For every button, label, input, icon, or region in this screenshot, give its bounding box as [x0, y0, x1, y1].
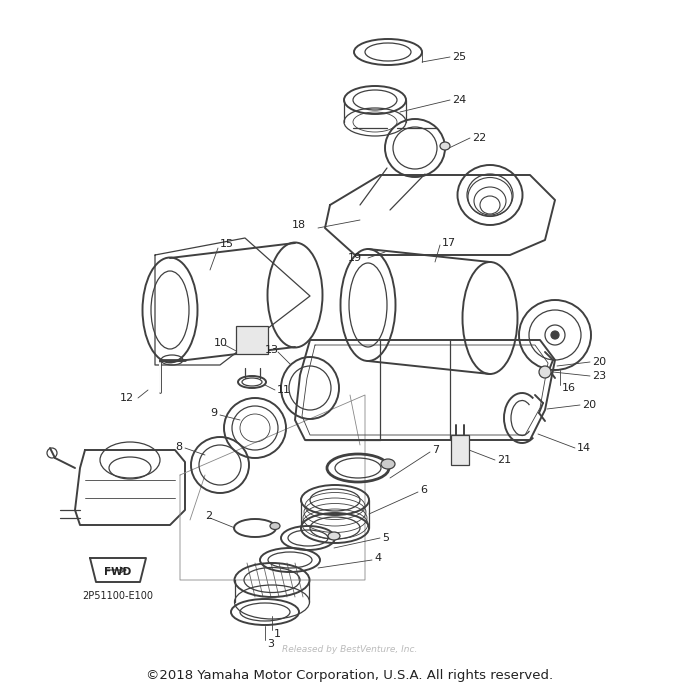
Text: 6: 6 — [420, 485, 427, 495]
Text: 19: 19 — [348, 253, 362, 263]
Text: 16: 16 — [562, 383, 576, 393]
Text: 15: 15 — [220, 239, 234, 249]
Ellipse shape — [328, 532, 340, 540]
Text: 11: 11 — [277, 385, 291, 395]
Text: 9: 9 — [210, 408, 217, 418]
Text: 1: 1 — [274, 629, 281, 639]
Text: 20: 20 — [582, 400, 596, 410]
Text: FWD: FWD — [104, 567, 132, 577]
Text: 20: 20 — [592, 357, 606, 367]
Circle shape — [551, 331, 559, 339]
Ellipse shape — [381, 459, 395, 469]
Bar — [236, 326, 268, 354]
Text: 3: 3 — [267, 639, 274, 649]
Text: 7: 7 — [432, 445, 439, 455]
Text: 14: 14 — [577, 443, 591, 453]
Text: 23: 23 — [592, 371, 606, 381]
Text: 8: 8 — [175, 442, 182, 452]
Text: 5: 5 — [382, 533, 389, 543]
Text: ©2018 Yamaha Motor Corporation, U.S.A. All rights reserved.: ©2018 Yamaha Motor Corporation, U.S.A. A… — [146, 669, 554, 682]
Text: 4: 4 — [374, 553, 381, 563]
Text: 17: 17 — [442, 238, 456, 248]
Circle shape — [539, 366, 551, 378]
Text: 10: 10 — [214, 338, 228, 348]
Text: 18: 18 — [292, 220, 306, 230]
Bar — [451, 435, 469, 465]
Text: 12: 12 — [120, 393, 134, 403]
Text: 21: 21 — [497, 455, 511, 465]
Text: 24: 24 — [452, 95, 466, 105]
Text: 2P51100-E100: 2P51100-E100 — [83, 591, 153, 601]
Ellipse shape — [440, 142, 450, 150]
Text: 25: 25 — [452, 52, 466, 62]
Text: Released by BestVenture, Inc.: Released by BestVenture, Inc. — [282, 645, 418, 654]
Text: 22: 22 — [472, 133, 486, 143]
Text: 2: 2 — [205, 511, 212, 521]
Ellipse shape — [270, 522, 280, 529]
Text: 13: 13 — [265, 345, 279, 355]
